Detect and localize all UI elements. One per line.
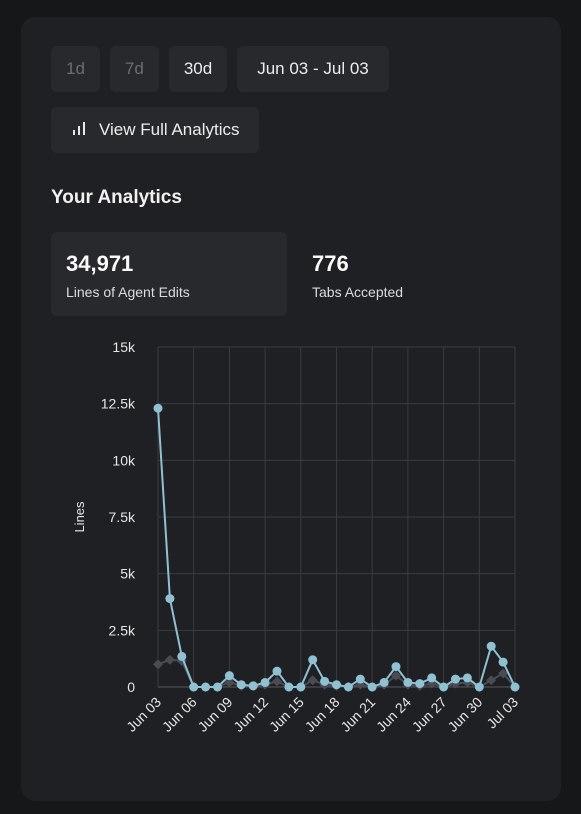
- x-tick-label: Jun 27: [409, 694, 450, 735]
- x-tick-label: Jul 03: [483, 694, 521, 732]
- stat-value: 34,971: [66, 251, 134, 276]
- series-primary-point: [379, 677, 389, 687]
- range-30d-button[interactable]: 30d: [168, 46, 228, 92]
- series-primary-point: [427, 673, 437, 683]
- y-tick-label: 0: [127, 679, 135, 695]
- series-primary-point: [439, 682, 449, 692]
- stat-card-tabs-accepted[interactable]: 776 Tabs Accepted: [297, 232, 533, 316]
- series-primary-point: [474, 682, 484, 692]
- series-primary-point: [296, 682, 306, 692]
- x-tick-label: Jun 21: [337, 694, 378, 735]
- y-axis-label: Lines: [72, 501, 87, 533]
- stat-value: 776: [312, 251, 349, 276]
- y-tick-label: 7.5k: [109, 509, 136, 525]
- date-range-button[interactable]: Jun 03 - Jul 03: [237, 46, 389, 92]
- stat-card-agent-edits[interactable]: 34,971 Lines of Agent Edits: [51, 232, 287, 316]
- series-primary-point: [236, 680, 246, 690]
- series-primary-point: [201, 682, 211, 692]
- stat-label: Lines of Agent Edits: [66, 284, 190, 300]
- view-full-analytics-button[interactable]: View Full Analytics: [51, 107, 260, 153]
- series-secondary-point: [164, 654, 175, 665]
- series-primary-point: [415, 679, 425, 689]
- range-1d-button[interactable]: 1d: [51, 46, 100, 92]
- y-tick-label: 15k: [112, 339, 136, 355]
- y-tick-label: 5k: [120, 566, 136, 582]
- series-primary-point: [284, 682, 294, 692]
- series-secondary-point: [391, 670, 401, 681]
- x-tick-label: Jun 18: [302, 694, 343, 735]
- section-title: Your Analytics: [51, 187, 182, 208]
- series-primary-point: [189, 682, 199, 692]
- series-primary-point: [451, 674, 460, 684]
- y-tick-label: 12.5k: [101, 396, 136, 412]
- series-primary-point: [486, 641, 496, 651]
- series-primary-point: [177, 651, 187, 661]
- series-secondary-point: [224, 677, 235, 688]
- series-primary-point: [510, 682, 520, 692]
- x-tick-label: Jun 12: [230, 694, 271, 735]
- series-secondary-point: [307, 675, 318, 686]
- series-primary-point: [343, 682, 353, 692]
- x-tick-label: Jun 15: [266, 694, 307, 735]
- series-primary-point: [403, 677, 413, 687]
- analytics-panel: 1d 7d 30d Jun 03 - Jul 03 View Full Anal…: [21, 17, 561, 801]
- series-primary-point: [260, 677, 270, 687]
- y-tick-label: 10k: [112, 452, 136, 468]
- series-primary-point: [320, 676, 330, 686]
- series-secondary-point: [498, 668, 509, 679]
- stat-label: Tabs Accepted: [312, 284, 404, 300]
- series-secondary-point: [272, 676, 282, 687]
- x-tick-label: Jun 06: [159, 694, 200, 735]
- x-tick-label: Jun 03: [123, 694, 164, 735]
- series-primary-point: [272, 666, 282, 676]
- range-7d-button[interactable]: 7d: [109, 46, 159, 92]
- series-primary-point: [165, 594, 175, 604]
- series-primary-point: [462, 673, 472, 683]
- view-full-analytics-label: View Full Analytics: [99, 120, 240, 139]
- series-primary-point: [308, 655, 318, 665]
- series-primary-point: [213, 682, 222, 692]
- x-tick-label: Jun 24: [373, 694, 414, 735]
- series-primary-point: [332, 680, 341, 690]
- y-tick-label: 2.5k: [109, 622, 136, 638]
- date-range-selector: 1d 7d 30d Jun 03 - Jul 03: [51, 46, 389, 92]
- series-secondary-point: [486, 675, 497, 686]
- series-primary-point: [355, 674, 365, 684]
- x-tick-label: Jun 09: [194, 694, 235, 735]
- x-tick-label: Jun 30: [444, 694, 485, 735]
- series-secondary-point: [153, 659, 163, 670]
- series-primary-point: [367, 682, 377, 692]
- series-primary-point: [224, 671, 234, 681]
- series-primary-point: [248, 681, 258, 691]
- series-primary-point: [153, 403, 163, 413]
- series-primary-point: [391, 662, 401, 672]
- bar-chart-icon: [71, 120, 87, 141]
- series-primary-point: [498, 657, 508, 667]
